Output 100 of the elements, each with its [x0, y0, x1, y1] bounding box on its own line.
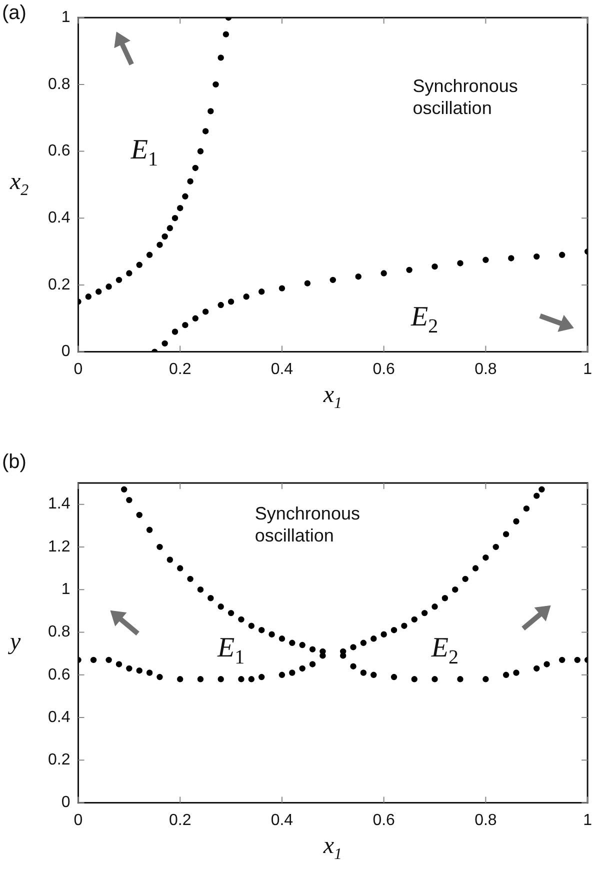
point	[513, 670, 520, 676]
point	[248, 676, 255, 682]
point	[238, 676, 244, 682]
point	[278, 636, 286, 642]
point	[146, 252, 153, 258]
point	[177, 204, 184, 212]
chart-title: (a)	[2, 2, 26, 25]
y-tick-label: 0.8	[48, 76, 70, 93]
x-tick-label: 0.6	[372, 812, 396, 829]
x-tick-label: 0.4	[270, 812, 294, 829]
point	[192, 164, 198, 172]
point	[482, 676, 489, 682]
x-tick-label: 1	[583, 360, 592, 378]
point	[278, 285, 286, 292]
point	[534, 253, 540, 260]
point	[146, 670, 153, 676]
point	[406, 266, 412, 274]
point	[172, 215, 178, 222]
point	[502, 531, 510, 538]
point	[85, 294, 92, 300]
x-tick-label: 0.2	[168, 360, 192, 378]
point	[558, 656, 566, 664]
y-tick-label: 0.8	[48, 624, 70, 641]
point	[350, 644, 356, 650]
x-tick-label: 0.2	[168, 812, 192, 829]
point	[218, 676, 224, 682]
point	[136, 512, 142, 518]
point	[452, 586, 458, 593]
point	[156, 674, 163, 680]
point	[182, 193, 188, 200]
point	[330, 276, 336, 284]
point	[299, 642, 306, 648]
point	[390, 674, 398, 680]
point	[96, 288, 102, 295]
point	[289, 670, 296, 676]
point	[208, 108, 214, 114]
point	[289, 640, 296, 646]
point	[218, 302, 224, 308]
point	[360, 670, 367, 676]
point	[309, 661, 316, 668]
point	[162, 340, 168, 347]
point	[126, 496, 132, 504]
point	[421, 610, 428, 616]
point	[513, 518, 520, 524]
point	[299, 665, 306, 672]
y-tick-label: 0	[61, 343, 70, 360]
point	[350, 663, 356, 670]
point	[146, 526, 153, 534]
point	[523, 505, 530, 512]
point	[370, 636, 377, 642]
x-tick-label: 0.8	[474, 360, 497, 378]
x-axis-title: x$_{1}$	[323, 832, 342, 864]
point	[370, 672, 377, 678]
y-axis-title: x$_{2}$	[10, 169, 29, 200]
point	[340, 652, 346, 659]
point	[432, 676, 438, 682]
point	[238, 616, 244, 623]
point	[202, 308, 209, 315]
x-tick-label: 0.6	[372, 360, 396, 378]
point	[218, 54, 224, 61]
point	[360, 640, 367, 646]
point	[574, 656, 580, 664]
point	[355, 274, 362, 280]
y-axis-title: y	[10, 629, 21, 656]
point	[432, 604, 438, 610]
point	[218, 604, 224, 610]
point	[116, 276, 122, 284]
y-tick-label: 1.4	[48, 496, 70, 513]
point	[222, 31, 230, 38]
point	[197, 676, 204, 682]
y-tick-label: 1.2	[48, 538, 70, 556]
point	[228, 610, 234, 616]
point	[228, 298, 234, 305]
point	[534, 665, 540, 672]
chart-title: (b)	[2, 451, 26, 474]
point	[208, 595, 214, 602]
point	[380, 270, 387, 276]
point	[106, 656, 112, 664]
point	[558, 252, 566, 258]
point	[538, 486, 545, 492]
point	[212, 81, 219, 88]
point	[380, 631, 387, 638]
point	[156, 242, 163, 248]
point	[401, 622, 408, 629]
annotation: Synchronous oscillation	[412, 76, 518, 118]
y-tick-label: 0.4	[48, 210, 70, 227]
point	[197, 148, 204, 154]
point	[162, 233, 168, 240]
point	[197, 586, 204, 593]
point	[411, 616, 418, 623]
annotation: Synchronous oscillation	[254, 504, 360, 546]
point	[492, 544, 499, 550]
y-tick-label: 0.2	[48, 752, 70, 769]
point	[472, 565, 479, 572]
point	[462, 576, 468, 582]
point	[156, 544, 163, 550]
x-tick-label: 0.4	[270, 360, 294, 378]
point	[166, 225, 174, 232]
point	[482, 256, 489, 263]
point	[187, 178, 194, 184]
